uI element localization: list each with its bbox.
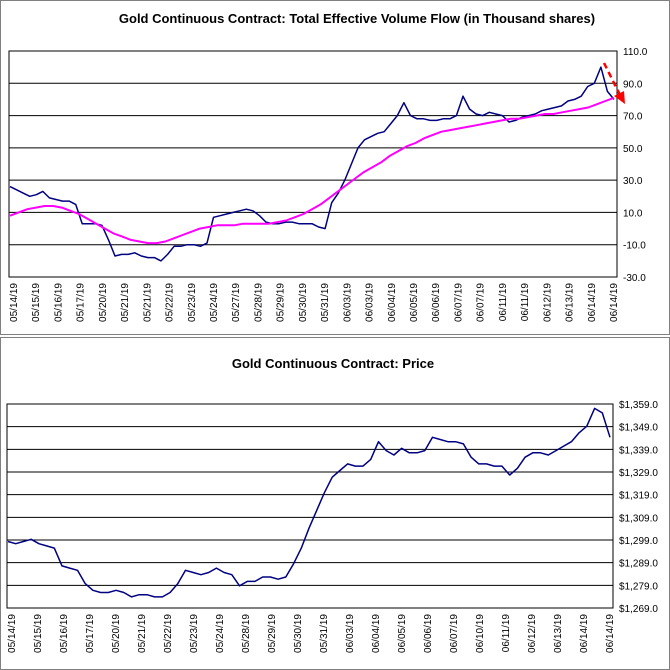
price-x-tick-label: 05/23/19 [189, 614, 200, 653]
volume-flow-x-tick-label: 06/03/19 [365, 283, 376, 322]
volume-flow-x-tick-label: 06/04/19 [387, 283, 398, 322]
volume-flow-chart-title: Gold Continuous Contract: Total Effectiv… [119, 11, 595, 26]
volume-flow-y-tick-label: 90.0 [623, 79, 643, 90]
price-plot-frame [6, 403, 614, 609]
price-y-tick-label: $1,309.0 [619, 513, 658, 524]
price-x-tick-label: 06/03/19 [345, 614, 356, 653]
price-chart-panel: Gold Continuous Contract: Price $1,359.0… [0, 337, 670, 670]
volume-flow-plot-frame [8, 50, 618, 278]
price-x-tick-label: 06/13/19 [553, 614, 564, 653]
price-x-tick-label: 05/17/19 [85, 614, 96, 653]
volume-flow-x-tick-label: 05/23/19 [187, 283, 198, 322]
volume-flow-x-tick-label: 05/15/19 [31, 283, 42, 322]
price-x-tick-label: 05/21/19 [137, 614, 148, 653]
volume-flow-y-tick-label: -30.0 [623, 273, 646, 284]
price-x-tick-label: 06/06/19 [423, 614, 434, 653]
price-x-tick-label: 06/04/19 [371, 614, 382, 653]
volume-flow-x-tick-label: 05/17/19 [76, 283, 87, 322]
volume-flow-x-tick-label: 05/31/19 [320, 283, 331, 322]
volume-flow-x-tick-label: 06/06/19 [431, 283, 442, 322]
price-chart: Gold Continuous Contract: Price $1,359.0… [6, 356, 658, 653]
volume-flow-x-tick-label: 05/21/19 [142, 283, 153, 322]
price-x-tick-label: 06/05/19 [397, 614, 408, 653]
price-x-tick-label: 06/14/19 [579, 614, 590, 653]
volume-flow-x-tick-label: 05/14/19 [9, 283, 20, 322]
price-x-tick-label: 06/07/19 [449, 614, 460, 653]
volume-flow-x-tick-label: 06/14/19 [587, 283, 598, 322]
price-y-tick-label: $1,359.0 [619, 400, 658, 411]
price-y-tick-label: $1,289.0 [619, 559, 658, 570]
price-x-tick-label: 05/20/19 [111, 614, 122, 653]
volume-flow-x-tick-label: 06/07/19 [453, 283, 464, 322]
volume-flow-x-tick-label: 05/22/19 [165, 283, 176, 322]
volume-flow-x-tick-label: 05/24/19 [209, 283, 220, 322]
volume-flow-y-tick-label: 70.0 [623, 112, 643, 123]
price-y-tick-label: $1,339.0 [619, 445, 658, 456]
volume-flow-x-tick-label: 05/21/19 [120, 283, 131, 322]
volume-flow-y-tick-label: 10.0 [623, 208, 643, 219]
price-y-tick-label: $1,279.0 [619, 581, 658, 592]
volume-flow-chart: Gold Continuous Contract: Total Effectiv… [8, 11, 648, 322]
volume-flow-x-tick-label: 06/07/19 [476, 283, 487, 322]
volume-flow-x-tick-label: 06/11/19 [520, 283, 531, 322]
price-x-tick-label: 05/15/19 [33, 614, 44, 653]
price-x-tick-label: 05/22/19 [163, 614, 174, 653]
trend-arrow-head-icon [614, 91, 625, 104]
price-x-tick-label: 05/31/19 [319, 614, 330, 653]
price-x-tick-label: 05/14/19 [7, 614, 18, 653]
price-x-tick-label: 06/11/19 [501, 614, 512, 653]
price-x-tick-label: 06/12/19 [527, 614, 538, 653]
volume-flow-x-tick-label: 05/20/19 [98, 283, 109, 322]
price-y-tick-label: $1,329.0 [619, 468, 658, 479]
volume-flow-average-line [9, 96, 615, 245]
volume-flow-x-tick-label: 06/14/19 [609, 283, 620, 322]
price-x-tick-label: 06/14/19 [605, 614, 616, 653]
price-chart-title: Gold Continuous Contract: Price [232, 356, 434, 371]
volume-flow-y-tick-label: 50.0 [623, 144, 643, 155]
price-x-tick-label: 05/16/19 [59, 614, 70, 653]
price-y-tick-label: $1,269.0 [619, 604, 658, 615]
price-y-tick-label: $1,299.0 [619, 536, 658, 547]
price-x-tick-label: 06/10/19 [475, 614, 486, 653]
volume-flow-x-tick-label: 06/03/19 [342, 283, 353, 322]
volume-flow-x-tick-label: 06/13/19 [565, 283, 576, 322]
price-x-tick-label: 05/24/19 [215, 614, 226, 653]
volume-flow-x-tick-label: 05/29/19 [276, 283, 287, 322]
volume-flow-x-tick-label: 06/12/19 [542, 283, 553, 322]
price-x-tick-label: 05/28/19 [241, 614, 252, 653]
volume-flow-x-tick-label: 06/05/19 [409, 283, 420, 322]
volume-flow-y-tick-label: -10.0 [623, 241, 646, 252]
price-y-tick-label: $1,349.0 [619, 423, 658, 434]
volume-flow-x-tick-label: 06/11/19 [498, 283, 509, 322]
price-series-line [7, 407, 611, 598]
volume-flow-x-tick-label: 05/28/19 [253, 283, 264, 322]
volume-flow-x-tick-label: 05/27/19 [231, 283, 242, 322]
volume-flow-y-tick-label: 110.0 [623, 47, 648, 58]
volume-flow-x-tick-label: 05/30/19 [298, 283, 309, 322]
price-x-tick-label: 05/30/19 [293, 614, 304, 653]
volume-flow-y-tick-label: 30.0 [623, 176, 643, 187]
volume-flow-chart-panel: Gold Continuous Contract: Total Effectiv… [0, 0, 670, 335]
trend-arrow-line [602, 62, 623, 98]
price-x-tick-label: 05/29/19 [267, 614, 278, 653]
price-y-tick-label: $1,319.0 [619, 491, 658, 502]
volume-flow-series-line [9, 66, 615, 262]
volume-flow-x-tick-label: 05/16/19 [53, 283, 64, 322]
